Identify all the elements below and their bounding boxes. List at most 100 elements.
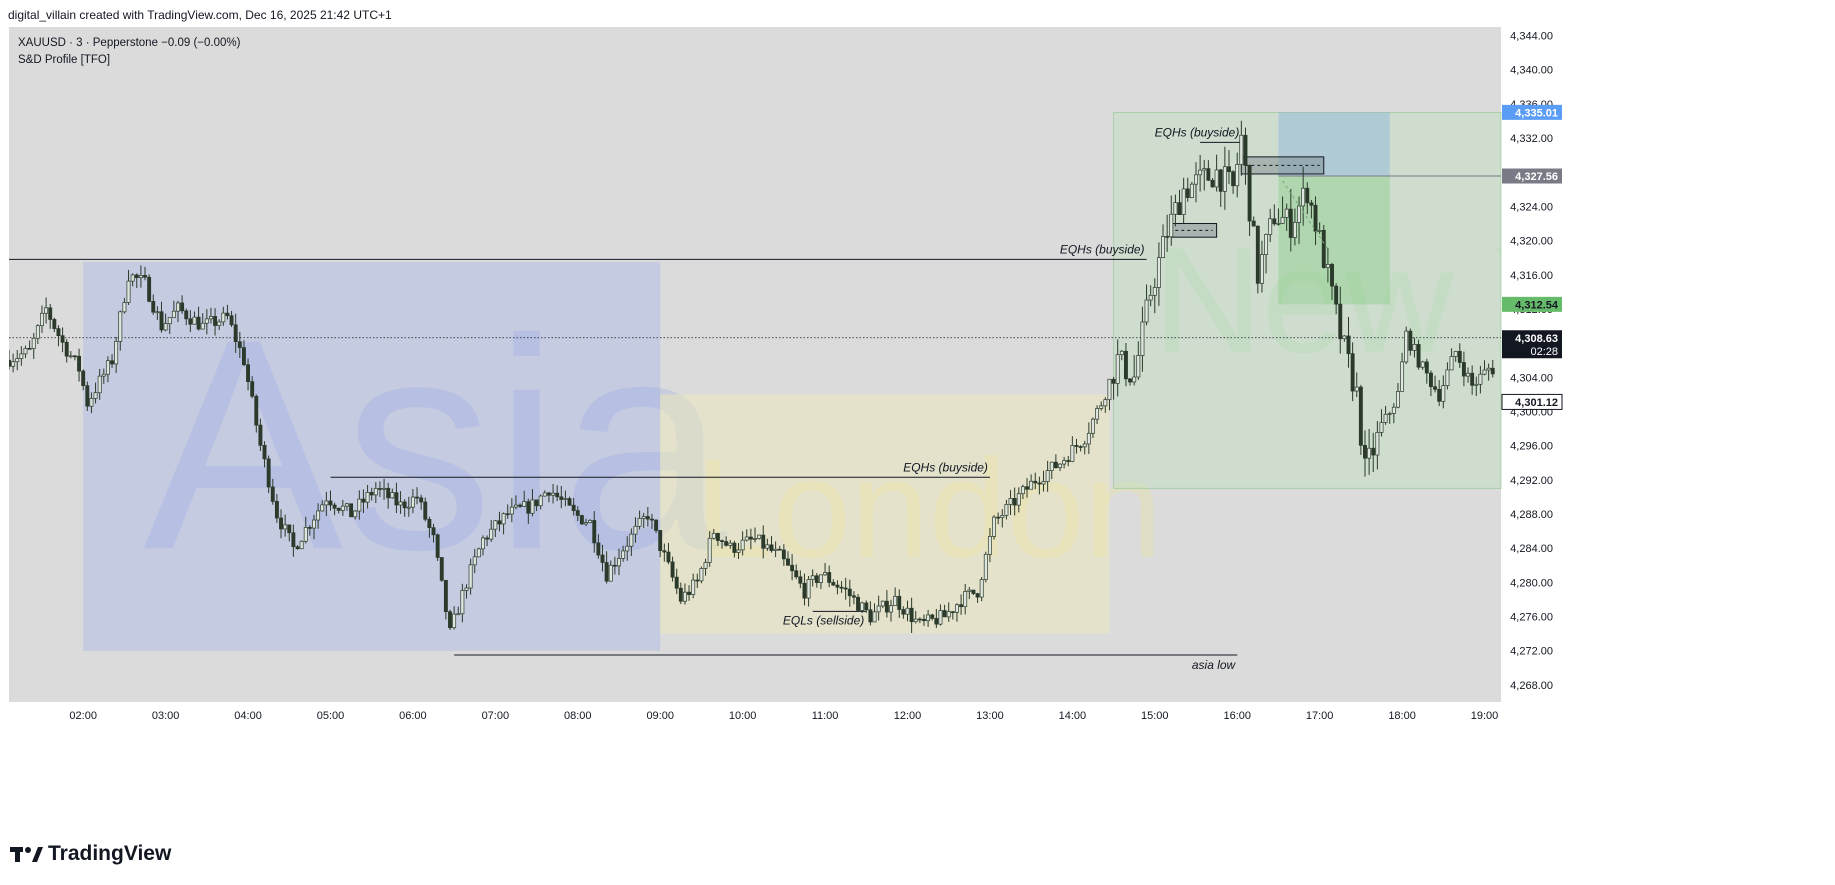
candle-body	[357, 498, 362, 512]
candle-body	[159, 311, 164, 331]
candle-body	[761, 534, 766, 549]
time-tick-label: 10:00	[729, 710, 757, 722]
candle-body	[732, 542, 737, 553]
candle-body	[1062, 460, 1067, 465]
candle-body	[19, 353, 24, 359]
candle-body	[786, 558, 790, 566]
candle-body	[740, 539, 745, 551]
candle-body	[336, 507, 341, 511]
candle-body	[291, 532, 296, 548]
candle-body	[250, 381, 255, 397]
candle-body	[155, 311, 160, 314]
candle-body	[1029, 480, 1034, 490]
candle-body	[934, 618, 939, 625]
candle-body	[258, 424, 263, 446]
candle-body	[410, 496, 415, 508]
candle-body	[922, 618, 926, 622]
candle-body	[176, 302, 180, 312]
candle-body	[1218, 169, 1223, 192]
candle-body	[328, 500, 333, 506]
price-tick-label: 4,320.00	[1510, 236, 1553, 248]
session-watermark-group: London	[695, 430, 1162, 587]
price-tick-label: 4,296.00	[1510, 441, 1553, 453]
price-label-box	[1502, 168, 1562, 184]
candle-body	[678, 587, 683, 602]
candle-body	[204, 318, 209, 324]
candle-body	[1342, 335, 1347, 340]
candle-body	[1334, 285, 1339, 305]
candle-body	[105, 360, 110, 375]
candle-body	[1358, 386, 1363, 446]
candle-body	[27, 347, 32, 350]
candle-body	[777, 548, 782, 551]
candle-body	[299, 540, 304, 550]
candle-body	[303, 527, 308, 542]
candle-body	[629, 533, 634, 547]
candle-body	[851, 595, 856, 598]
candle-body	[1103, 399, 1108, 407]
tradingview-logo-icon	[10, 845, 44, 863]
candle-body	[1140, 321, 1145, 356]
candle-body	[818, 574, 823, 583]
price-label: 4,301.12	[1515, 397, 1558, 409]
candle-body	[996, 516, 1001, 519]
session-watermark-group: New Y	[1154, 216, 1501, 384]
candle-body	[827, 572, 832, 583]
candle-body	[1206, 168, 1211, 181]
candle-body	[1008, 498, 1013, 505]
candle-body	[72, 355, 77, 358]
candle-body	[1490, 367, 1495, 375]
price-tick-label: 4,304.00	[1510, 372, 1553, 384]
candle-body	[60, 335, 65, 343]
candle-body	[1152, 287, 1157, 296]
candle-body	[1111, 378, 1116, 384]
candle-body	[876, 605, 881, 613]
candle-body	[1243, 134, 1248, 166]
candle-body	[1185, 188, 1190, 198]
time-axis-pane	[9, 702, 1835, 825]
candle-body	[1214, 169, 1219, 188]
candle-body	[1387, 413, 1392, 415]
candle-body	[1276, 223, 1281, 225]
candle-body	[1070, 445, 1075, 462]
price-label-box	[1502, 296, 1562, 312]
price-tick-label: 4,332.00	[1510, 133, 1553, 145]
candle-body	[687, 591, 692, 595]
chart-legend: XAUUSD · 3 · Pepperstone −0.09 (−0.00%) …	[18, 35, 240, 69]
candle-body	[600, 554, 605, 563]
candle-body	[1297, 205, 1301, 223]
candle-body	[209, 316, 213, 320]
candle-body	[460, 590, 465, 615]
candle-body	[1025, 486, 1029, 490]
candle-body	[1045, 470, 1050, 482]
candle-body	[641, 516, 646, 519]
candle-body	[835, 584, 840, 588]
price-tick-label: 4,340.00	[1510, 65, 1553, 77]
candle-body	[514, 504, 518, 508]
candle-body	[1461, 362, 1466, 377]
candle-body	[365, 492, 370, 503]
position-target-zone	[1278, 176, 1390, 305]
candle-body	[320, 504, 325, 512]
candle-body	[728, 542, 733, 546]
candle-body	[1486, 367, 1491, 371]
price-tick-label: 4,276.00	[1510, 612, 1553, 624]
candle-body	[1272, 218, 1277, 225]
indicator-line[interactable]: S&D Profile [TFO]	[18, 54, 111, 66]
symbol-line[interactable]: XAUUSD · 3 · Pepperstone −0.09 (−0.00%)	[18, 37, 241, 49]
candle-body	[476, 548, 481, 558]
session-watermark-london: London	[695, 430, 1162, 587]
candle-body	[1189, 183, 1194, 198]
candle-body	[592, 520, 597, 544]
candle-body	[794, 570, 799, 578]
price-label-box	[1501, 393, 1563, 410]
candle-body	[435, 534, 440, 558]
time-tick-label: 15:00	[1141, 710, 1169, 722]
candle-body	[1338, 303, 1343, 340]
candle-body	[497, 520, 502, 525]
candle-body	[9, 359, 11, 367]
candle-body	[979, 579, 984, 598]
time-tick-label: 06:00	[399, 710, 427, 722]
